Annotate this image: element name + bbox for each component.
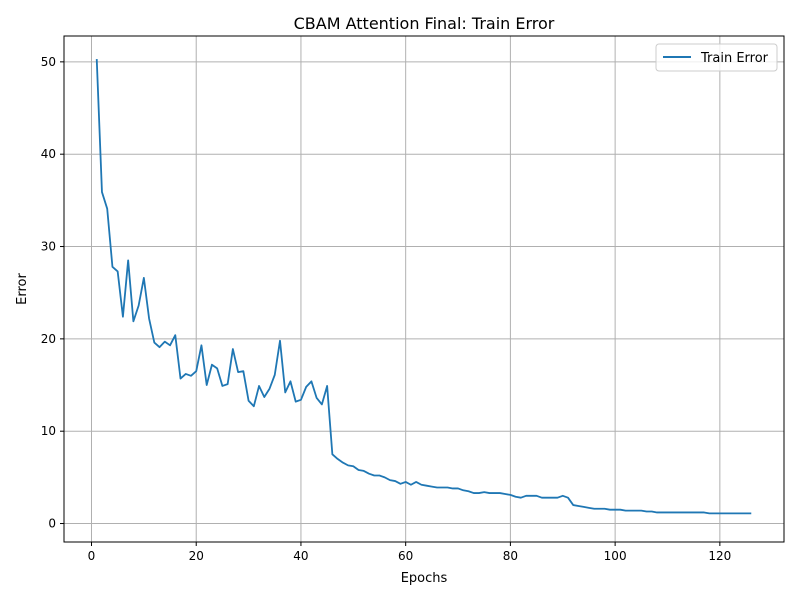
x-tick-label: 60 [398, 549, 413, 563]
x-tick-label: 120 [708, 549, 731, 563]
x-tick-label: 0 [88, 549, 96, 563]
x-tick-label: 80 [503, 549, 518, 563]
y-axis-ticks: 0 10 20 30 40 50 [41, 55, 64, 531]
y-axis-label: Error [15, 273, 30, 305]
y-tick-label: 30 [41, 240, 56, 254]
y-tick-label: 20 [41, 332, 56, 346]
chart-title: CBAM Attention Final: Train Error [294, 14, 555, 33]
series-layer [95, 59, 752, 515]
y-tick-label: 10 [41, 424, 56, 438]
y-tick-label: 0 [48, 517, 56, 531]
legend-box [655, 43, 778, 72]
plot-frame [63, 35, 785, 543]
x-axis-ticks: 0 20 40 60 80 100 120 [88, 542, 731, 563]
legend-label-train-error: Train Error [700, 51, 769, 66]
y-tick-label: 50 [41, 55, 56, 69]
x-tick-label: 40 [293, 549, 308, 563]
legend: Train Error [655, 43, 778, 72]
y-tick-label: 40 [41, 147, 56, 161]
x-tick-label: 20 [189, 549, 204, 563]
x-axis-label: Epochs [401, 571, 448, 586]
x-tick-label: 100 [604, 549, 627, 563]
series-line-train-error [95, 59, 752, 515]
